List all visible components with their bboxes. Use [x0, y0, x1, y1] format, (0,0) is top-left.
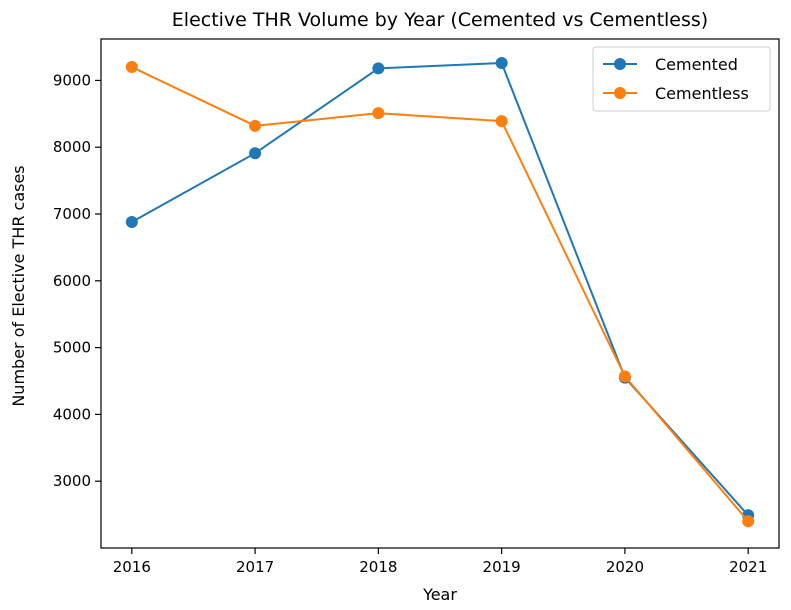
data-point-cementless	[495, 115, 508, 128]
legend-label-cementless: Cementless	[655, 84, 749, 103]
y-axis: 3000 4000 5000 6000 7000 8000 9000	[53, 71, 101, 490]
series-line-cemented	[131, 62, 749, 516]
data-point-cemented	[495, 57, 508, 70]
series-line-cementless	[131, 66, 749, 522]
y-tick-label: 5000	[53, 339, 91, 357]
legend-label-cemented: Cemented	[655, 55, 738, 74]
x-tick-label: 2017	[236, 558, 274, 576]
data-point-cementless	[618, 370, 631, 383]
y-tick-label: 3000	[53, 472, 91, 490]
y-tick-label: 9000	[53, 71, 91, 89]
data-point-cementless	[125, 61, 138, 74]
y-tick-label: 7000	[53, 205, 91, 223]
x-tick-label: 2020	[606, 558, 644, 576]
y-tick-label: 6000	[53, 272, 91, 290]
x-axis-label: Year	[422, 585, 457, 604]
series-layer	[125, 57, 755, 528]
y-tick-label: 8000	[53, 138, 91, 156]
plot-area	[100, 38, 780, 549]
legend-box	[592, 46, 771, 112]
x-tick-label: 2019	[483, 558, 521, 576]
data-point-cementless	[742, 515, 755, 528]
plot-border	[100, 38, 780, 549]
y-axis-label: Number of Elective THR cases	[9, 165, 28, 406]
data-point-cemented	[125, 216, 138, 229]
legend: Cemented Cementless	[592, 46, 771, 112]
y-tick-label: 4000	[53, 405, 91, 423]
data-point-cementless	[249, 119, 262, 132]
data-point-cemented	[249, 147, 262, 160]
x-tick-label: 2021	[729, 558, 767, 576]
x-axis: 2016 2017 2018 2019 2020 2021	[113, 548, 767, 576]
legend-marker-cementless	[614, 87, 626, 99]
legend-marker-cemented	[614, 58, 626, 70]
chart-title: Elective THR Volume by Year (Cemented vs…	[172, 9, 708, 31]
x-tick-label: 2018	[359, 558, 397, 576]
x-tick-label: 2016	[113, 558, 151, 576]
data-point-cementless	[372, 107, 385, 120]
data-point-cemented	[372, 62, 385, 75]
